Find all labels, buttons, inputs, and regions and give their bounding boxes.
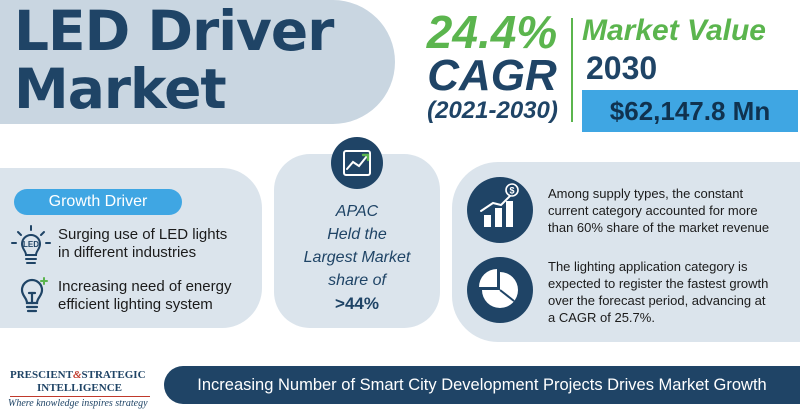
footer-banner xyxy=(164,366,800,404)
growth-driver-item-1: Surging use of LED lights in different i… xyxy=(58,226,228,261)
market-value-box xyxy=(582,90,798,132)
trend-chart-icon xyxy=(331,137,383,189)
page-title: LED Driver Market xyxy=(14,0,334,121)
logo-line-2: INTELLIGENCE xyxy=(37,382,122,394)
money-bar-chart-icon: $ xyxy=(467,177,533,243)
logo: PRESCIENT&STRATEGIC xyxy=(10,369,146,381)
title-line-1: LED Driver xyxy=(14,0,334,63)
region-name: APAC xyxy=(335,203,379,220)
region-share: >44% xyxy=(335,294,379,313)
divider-line xyxy=(571,18,573,122)
cagr-period: (2021-2030) xyxy=(427,97,558,124)
growth-driver-item-2: Increasing need of energy efficient ligh… xyxy=(58,278,232,313)
logo-rule xyxy=(10,396,150,397)
insight-application: The lighting application category is exp… xyxy=(548,259,769,325)
title-banner xyxy=(0,0,395,124)
cagr-value: 24.4% xyxy=(426,6,558,58)
logo-tagline: Where knowledge inspires strategy xyxy=(8,398,148,409)
pie-chart-icon xyxy=(467,257,533,323)
footer-banner-text: Increasing Number of Smart City Developm… xyxy=(197,376,767,394)
led-bulb-icon: LED xyxy=(10,224,52,268)
market-value-amount: $62,147.8 Mn xyxy=(609,96,771,126)
cagr-label: CAGR xyxy=(427,51,557,100)
market-value-title: Market Value xyxy=(582,14,766,47)
growth-driver-label: Growth Driver xyxy=(14,189,182,215)
svg-text:$: $ xyxy=(509,186,514,196)
svg-text:LED: LED xyxy=(23,240,39,249)
market-value-year: 2030 xyxy=(586,50,658,86)
region-summary: APAC Held the Largest Market share of >4… xyxy=(278,200,436,315)
insight-supply-type: Among supply types, the constant current… xyxy=(548,186,770,235)
title-line-2: Market xyxy=(14,57,227,121)
energy-bulb-icon xyxy=(16,276,48,316)
